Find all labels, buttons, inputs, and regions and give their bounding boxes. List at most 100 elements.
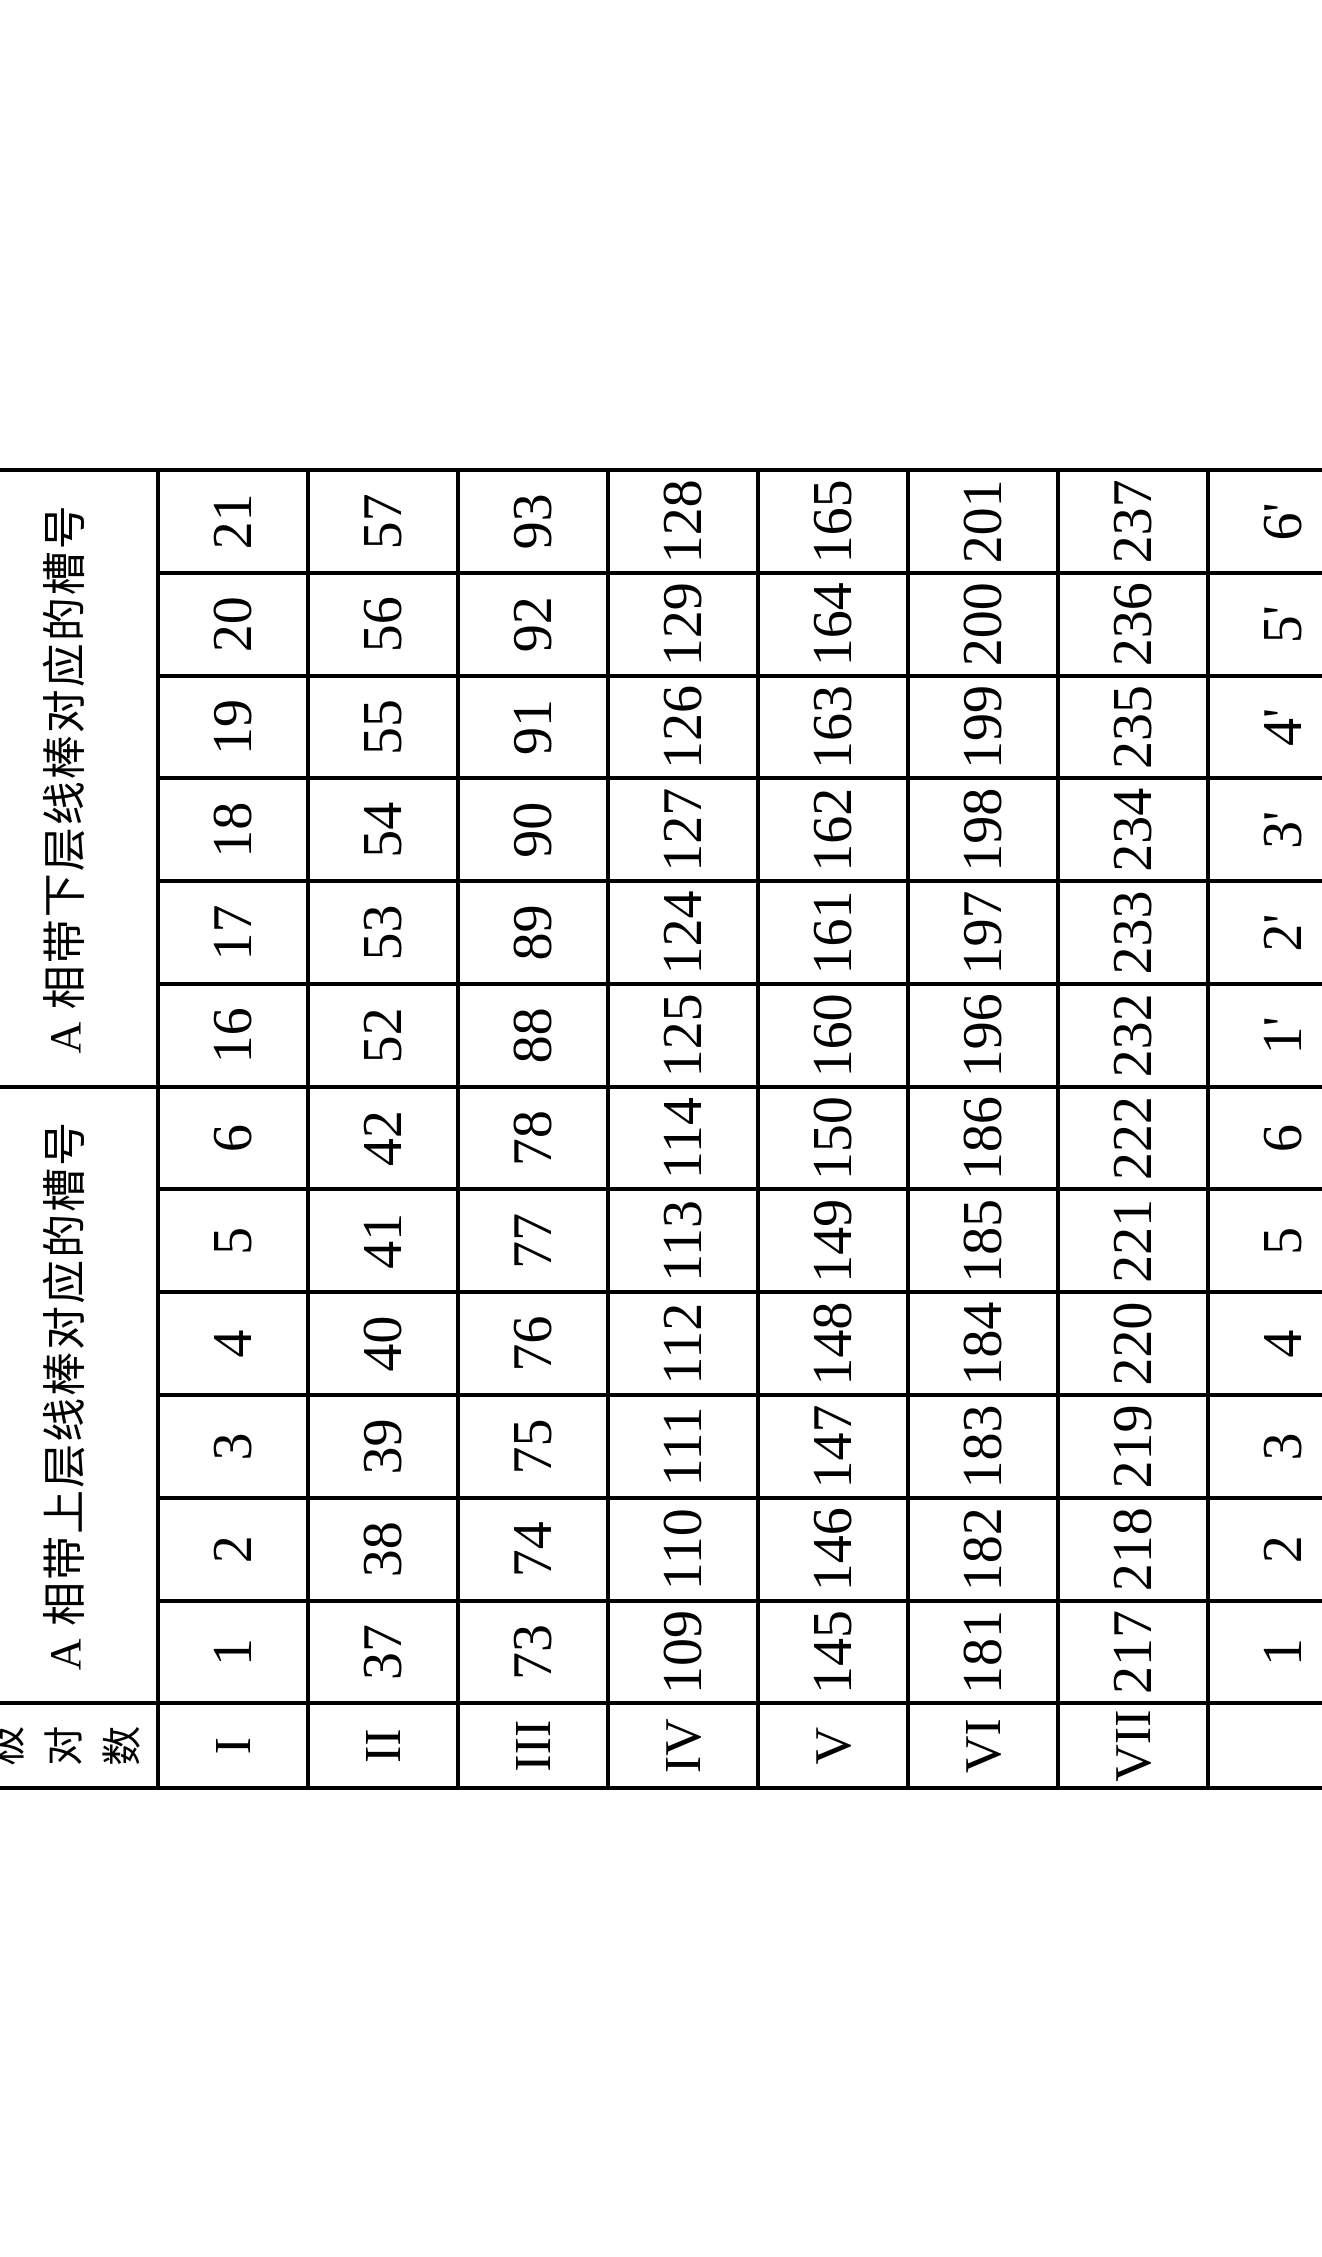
slot-number-cell: 88 [458, 983, 608, 1086]
slot-number-cell: 93 [458, 470, 608, 573]
slot-number-cell: 182 [908, 1497, 1058, 1600]
slot-number-cell: 5 [158, 1189, 308, 1292]
slot-number-cell: 56 [308, 572, 458, 675]
slot-number-cell: 221 [1058, 1189, 1208, 1292]
table-row: IV109110111112113114125124127126129128 [608, 470, 758, 1788]
slot-number-cell: 76 [458, 1292, 608, 1395]
pole-pair-label: III [458, 1703, 608, 1788]
slot-number-cell: 18 [158, 778, 308, 881]
slot-number-cell: 21 [158, 470, 308, 573]
group-header-lower: A 相带下层线棒对应的槽号 [0, 470, 158, 1087]
slot-number-cell: 37 [308, 1600, 458, 1703]
slot-number-cell: 199 [908, 675, 1058, 778]
pole-pair-label: II [308, 1703, 458, 1788]
slot-number-cell: 39 [308, 1395, 458, 1498]
slot-number-cell: 90 [458, 778, 608, 881]
table-row: I123456161718192021 [158, 470, 308, 1788]
slot-number-cell: 52 [308, 983, 458, 1086]
slot-assignment-table: 极对数 A 相带上层线棒对应的槽号 A 相带下层线棒对应的槽号 I1234561… [0, 468, 1322, 1790]
group-header-upper: A 相带上层线棒对应的槽号 [0, 1086, 158, 1703]
slot-number-cell: 186 [908, 1086, 1058, 1189]
corner-label: 极对数 [0, 1703, 158, 1788]
table-row: 1234561'2'3'4'5'6' [1208, 470, 1322, 1788]
slot-number-cell: 74 [458, 1497, 608, 1600]
slot-number-cell: 218 [1058, 1497, 1208, 1600]
slot-number-cell: 148 [758, 1292, 908, 1395]
slot-number-cell: 2' [1208, 881, 1322, 984]
slot-number-cell: 201 [908, 470, 1058, 573]
slot-number-cell: 183 [908, 1395, 1058, 1498]
slot-number-cell: 110 [608, 1497, 758, 1600]
slot-number-cell: 146 [758, 1497, 908, 1600]
slot-number-cell: 164 [758, 572, 908, 675]
slot-number-cell: 4 [1208, 1292, 1322, 1395]
slot-number-cell: 4' [1208, 675, 1322, 778]
slot-number-cell: 220 [1058, 1292, 1208, 1395]
slot-number-cell: 109 [608, 1600, 758, 1703]
slot-number-cell: 91 [458, 675, 608, 778]
slot-number-cell: 219 [1058, 1395, 1208, 1498]
slot-number-cell: 196 [908, 983, 1058, 1086]
table-row: VI181182183184185186196197198199200201 [908, 470, 1058, 1788]
slot-number-cell: 181 [908, 1600, 1058, 1703]
slot-number-cell: 185 [908, 1189, 1058, 1292]
slot-number-cell: 145 [758, 1600, 908, 1703]
slot-number-cell: 150 [758, 1086, 908, 1189]
table-row: V145146147148149150160161162163164165 [758, 470, 908, 1788]
slot-number-cell: 147 [758, 1395, 908, 1498]
slot-number-cell: 111 [608, 1395, 758, 1498]
pole-pair-label: IV [608, 1703, 758, 1788]
slot-number-cell: 77 [458, 1189, 608, 1292]
slot-number-cell: 112 [608, 1292, 758, 1395]
slot-number-cell: 125 [608, 983, 758, 1086]
slot-number-cell: 20 [158, 572, 308, 675]
slot-number-cell: 162 [758, 778, 908, 881]
slot-number-cell: 114 [608, 1086, 758, 1189]
slot-number-cell: 232 [1058, 983, 1208, 1086]
slot-number-cell: 5 [1208, 1189, 1322, 1292]
slot-number-cell: 6 [158, 1086, 308, 1189]
slot-number-cell: 75 [458, 1395, 608, 1498]
slot-number-cell: 42 [308, 1086, 458, 1189]
slot-number-cell: 124 [608, 881, 758, 984]
slot-number-cell: 236 [1058, 572, 1208, 675]
slot-number-cell: 89 [458, 881, 608, 984]
slot-number-cell: 222 [1058, 1086, 1208, 1189]
table-body: I123456161718192021II3738394041425253545… [158, 470, 1322, 1788]
pole-pair-label: VI [908, 1703, 1058, 1788]
slot-number-cell: 1 [1208, 1600, 1322, 1703]
slot-number-cell: 3 [1208, 1395, 1322, 1498]
slot-number-cell: 163 [758, 675, 908, 778]
slot-number-cell: 237 [1058, 470, 1208, 573]
slot-number-cell: 1' [1208, 983, 1322, 1086]
slot-number-cell: 2 [1208, 1497, 1322, 1600]
slot-number-cell: 5' [1208, 572, 1322, 675]
slot-number-cell: 16 [158, 983, 308, 1086]
slot-number-cell: 165 [758, 470, 908, 573]
slot-number-cell: 129 [608, 572, 758, 675]
slot-number-cell: 6' [1208, 470, 1322, 573]
slot-number-cell: 6 [1208, 1086, 1322, 1189]
table-row: III737475767778888990919293 [458, 470, 608, 1788]
table-row: II373839404142525354555657 [308, 470, 458, 1788]
slot-number-cell: 17 [158, 881, 308, 984]
slot-number-cell: 234 [1058, 778, 1208, 881]
slot-number-cell: 160 [758, 983, 908, 1086]
slot-number-cell: 128 [608, 470, 758, 573]
slot-number-cell: 40 [308, 1292, 458, 1395]
slot-number-cell: 161 [758, 881, 908, 984]
slot-number-cell: 38 [308, 1497, 458, 1600]
pole-pair-label [1208, 1703, 1322, 1788]
slot-number-cell: 3' [1208, 778, 1322, 881]
table-row: VII217218219220221222232233234235236237 [1058, 470, 1208, 1788]
slot-number-cell: 127 [608, 778, 758, 881]
slot-assignment-table-wrap: 极对数 A 相带上层线棒对应的槽号 A 相带下层线棒对应的槽号 I1234561… [0, 468, 1322, 1790]
slot-number-cell: 1 [158, 1600, 308, 1703]
pole-pair-label: I [158, 1703, 308, 1788]
slot-number-cell: 55 [308, 675, 458, 778]
slot-number-cell: 184 [908, 1292, 1058, 1395]
slot-number-cell: 235 [1058, 675, 1208, 778]
slot-number-cell: 3 [158, 1395, 308, 1498]
slot-number-cell: 78 [458, 1086, 608, 1189]
slot-number-cell: 200 [908, 572, 1058, 675]
